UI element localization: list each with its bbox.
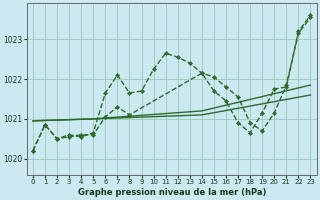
X-axis label: Graphe pression niveau de la mer (hPa): Graphe pression niveau de la mer (hPa) bbox=[77, 188, 266, 197]
